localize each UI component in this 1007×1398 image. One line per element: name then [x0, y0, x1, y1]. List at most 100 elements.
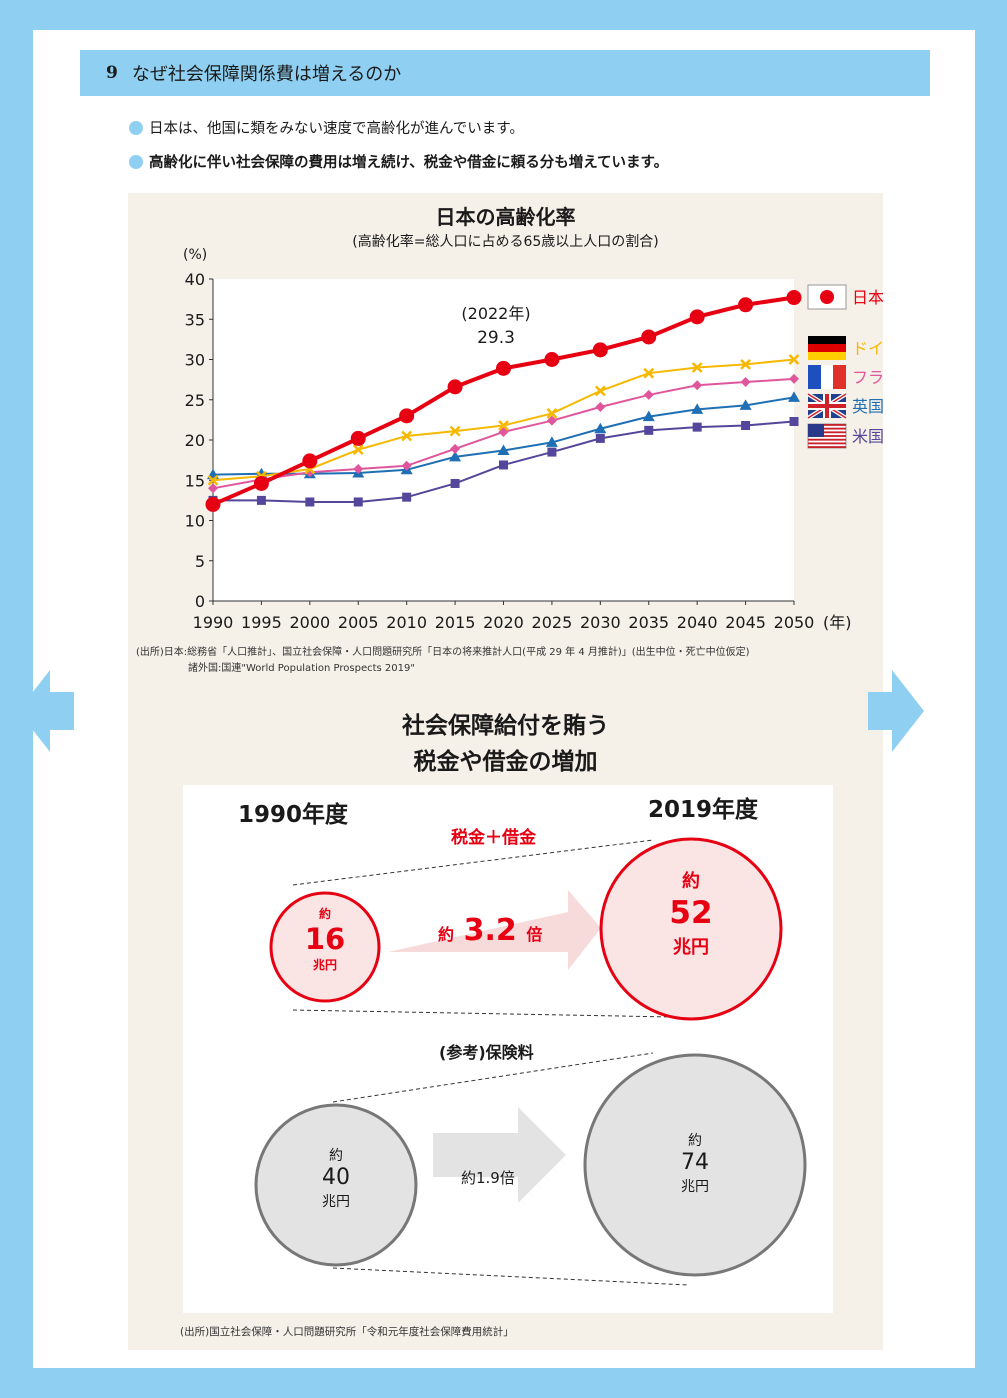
- y-tick-label: 15: [185, 471, 205, 490]
- data-point: [691, 362, 703, 373]
- data-point: [498, 420, 509, 431]
- y-tick-label: 35: [185, 310, 205, 329]
- data-point: [740, 377, 751, 388]
- value-number: 16: [304, 922, 346, 956]
- france-flag-band: [833, 365, 846, 389]
- x-tick-label: 2010: [386, 613, 427, 632]
- data-point: [592, 342, 608, 358]
- data-point: [644, 425, 654, 435]
- data-point: [402, 492, 412, 502]
- connector-line: [332, 1267, 689, 1286]
- germany-flag-band: [808, 352, 846, 360]
- section-title: なぜ社会保障関係費は増えるのか: [131, 64, 402, 85]
- source-line: 諸外国:国連"World Population Prospects 2019": [188, 663, 415, 674]
- x-tick-label: 2015: [435, 613, 476, 632]
- usa-flag-stripe: [808, 442, 846, 445]
- data-point: [350, 430, 366, 446]
- x-tick-label: 2030: [580, 613, 621, 632]
- plot-area: [213, 279, 794, 601]
- x-tick-label: 2040: [677, 613, 718, 632]
- chart-annotation-value: 29.3: [477, 328, 515, 348]
- value-number: 40: [322, 1165, 350, 1190]
- data-point: [546, 408, 558, 419]
- uk-flag-cross: [808, 404, 846, 408]
- data-point: [256, 495, 266, 505]
- usa-flag-stripe: [808, 438, 846, 441]
- data-point: [547, 447, 557, 457]
- section-header: 9 なぜ社会保障関係費は増えるのか: [80, 50, 930, 96]
- y-tick-label: 40: [185, 270, 205, 289]
- premium-2019-value: 約 74 兆円: [645, 1130, 745, 1196]
- data-point: [449, 450, 462, 462]
- premium-1990-circle: [254, 1103, 418, 1267]
- comparison-graphic: [254, 837, 807, 1286]
- data-point: [642, 410, 655, 422]
- y-tick-label: 25: [185, 391, 205, 410]
- approx-prefix: 約: [682, 871, 700, 892]
- data-point: [786, 290, 802, 306]
- bullet-item: 日本は、他国に類をみない速度で高齢化が進んでいます。: [129, 117, 524, 138]
- figure-panel: 日本の高齢化率 (高齢化率=総人口に占める65歳以上人口の割合) (%) 0 5 10…: [128, 193, 883, 1350]
- france-flag-band: [821, 365, 833, 389]
- data-point: [643, 367, 655, 379]
- value-unit: 兆円: [673, 937, 709, 958]
- value-unit: 兆円: [322, 1194, 350, 1210]
- data-point: [401, 430, 413, 442]
- ratio-value: 3.2: [463, 913, 517, 948]
- data-point: [353, 497, 363, 507]
- value-unit: 兆円: [681, 1179, 709, 1195]
- approx-prefix: 約: [688, 1133, 702, 1149]
- data-point: [594, 385, 606, 397]
- value-number: 52: [669, 895, 713, 931]
- comparison-title-line: 税金や借金の増加: [413, 749, 598, 775]
- y-tick-label: 0: [195, 592, 205, 611]
- data-point: [499, 460, 508, 470]
- data-point: [741, 421, 751, 431]
- tax-2019-value: 約 52 兆円: [631, 867, 751, 959]
- germany-flag-icon: [808, 336, 846, 344]
- connector-line: [292, 1009, 674, 1018]
- tax-1990-circle: [269, 891, 381, 1003]
- premium-2019-circle: [583, 1053, 807, 1277]
- bullet-text: 高齢化に伴い社会保障の費用は増え続け、税金や借金に頼る分も増えています。: [149, 155, 669, 171]
- x-tick-label: 2035: [628, 613, 669, 632]
- value-number: 74: [681, 1150, 709, 1175]
- data-point: [205, 496, 221, 512]
- france-flag-icon: [808, 365, 821, 389]
- bullet-dot-icon: [129, 120, 143, 135]
- data-point: [208, 483, 218, 494]
- data-point: [789, 416, 799, 426]
- data-point: [691, 403, 704, 414]
- y-tick-label: 30: [185, 351, 205, 370]
- premium-reference-label: (参考)保険料: [439, 1043, 534, 1062]
- x-tick-label: 1995: [241, 613, 282, 632]
- legend-label: フランス: [852, 368, 883, 387]
- year-1990-label: 1990年度: [238, 802, 349, 828]
- approx-prefix: 約: [318, 907, 331, 921]
- comparison-box: 1990年度 2019年度 税金＋借金 約 16 兆円 約 3.2 倍 約 52…: [183, 785, 833, 1313]
- data-point: [739, 399, 752, 410]
- data-point: [595, 433, 605, 443]
- data-point: [207, 474, 219, 486]
- previous-page-arrow-icon[interactable]: [18, 670, 74, 752]
- usa-flag-stripe: [808, 431, 846, 434]
- x-axis-unit-label: (年): [823, 613, 852, 632]
- next-page-arrow-icon[interactable]: [868, 670, 924, 752]
- data-point: [788, 354, 800, 365]
- data-point: [401, 460, 412, 471]
- page: 9 なぜ社会保障関係費は増えるのか 日本は、他国に類をみない速度で高齢化が進んで…: [33, 30, 975, 1368]
- data-point: [788, 391, 800, 402]
- legend-label: 日本: [852, 288, 883, 307]
- japan-flag-disc: [820, 290, 834, 304]
- germany-flag-band: [808, 344, 846, 352]
- chart-title: 日本の高齢化率: [435, 205, 576, 229]
- data-point: [449, 425, 461, 437]
- data-point: [302, 453, 318, 469]
- data-point: [692, 422, 702, 432]
- section-number: 9: [106, 63, 118, 83]
- bullet-dot-icon: [129, 154, 143, 169]
- data-point: [253, 475, 269, 491]
- data-point: [643, 389, 654, 400]
- x-tick-label: 2045: [725, 613, 766, 632]
